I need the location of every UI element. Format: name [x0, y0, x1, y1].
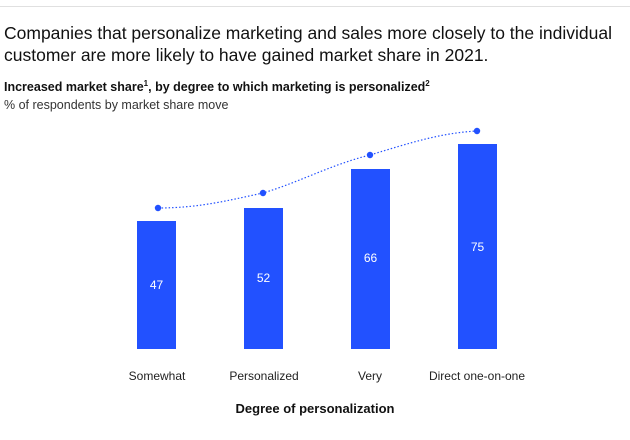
chart-title: Companies that personalize marketing and… — [4, 23, 612, 65]
bar-somewhat: 47 — [137, 221, 176, 349]
bar-personalized: 52 — [244, 208, 283, 349]
marker — [366, 151, 374, 159]
chart-subtitle: Increased market share1, by degree to wh… — [4, 79, 430, 95]
category-label: Somewhat — [128, 369, 186, 383]
marker — [473, 127, 481, 135]
bar-very: 66 — [351, 169, 390, 349]
bar-direct: 75 — [458, 144, 497, 349]
x-axis-label: Degree of personalization — [235, 401, 395, 416]
marker — [259, 189, 267, 197]
category-label: Very — [357, 369, 382, 383]
chart-unit: % of respondents by market share move — [4, 98, 229, 112]
footnote-2: 2 — [425, 79, 430, 88]
top-divider — [0, 6, 630, 7]
footnote-1: 1 — [143, 79, 149, 88]
marker — [154, 204, 162, 212]
category-label: Personalized — [229, 369, 299, 383]
category-label: Direct one-on-one — [428, 369, 526, 383]
